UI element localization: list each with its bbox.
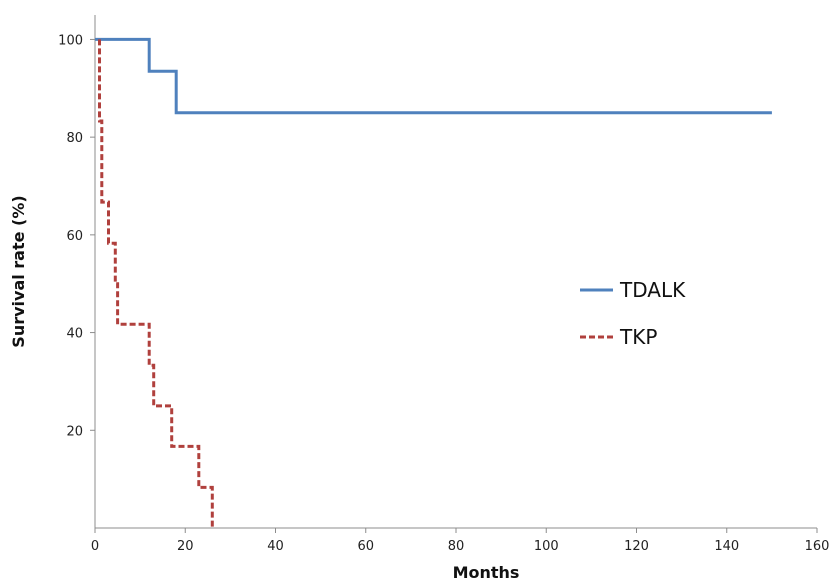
legend-label-tdalk: TDALK <box>619 278 686 302</box>
y-tick-label: 80 <box>66 131 83 146</box>
x-tick-label: 60 <box>357 539 374 554</box>
x-tick-label: 140 <box>714 539 739 554</box>
y-axis-title: Survival rate (%) <box>9 195 28 347</box>
series-line-tkp <box>98 39 214 528</box>
ticks: 0 20 40 60 80 100 120 140 160 20 40 60 80 100 <box>58 33 829 554</box>
x-tick-label: 40 <box>267 539 284 554</box>
series-lines <box>95 37 772 528</box>
x-tick-label: 0 <box>91 539 99 554</box>
y-tick-label: 100 <box>58 33 83 48</box>
y-tick-label: 60 <box>66 229 83 244</box>
x-tick-label: 120 <box>624 539 649 554</box>
x-tick-label: 80 <box>448 539 465 554</box>
x-tick-label: 20 <box>177 539 194 554</box>
y-tick-label: 40 <box>66 327 83 342</box>
legend: TDALK TKP <box>580 278 686 349</box>
y-tick-label: 20 <box>66 424 83 439</box>
series-line-tdalk <box>95 37 772 115</box>
legend-label-tkp: TKP <box>619 325 657 349</box>
x-tick-label: 100 <box>534 539 559 554</box>
x-tick-label: 160 <box>805 539 830 554</box>
axes <box>94 15 817 529</box>
x-axis-title: Months <box>453 563 520 582</box>
